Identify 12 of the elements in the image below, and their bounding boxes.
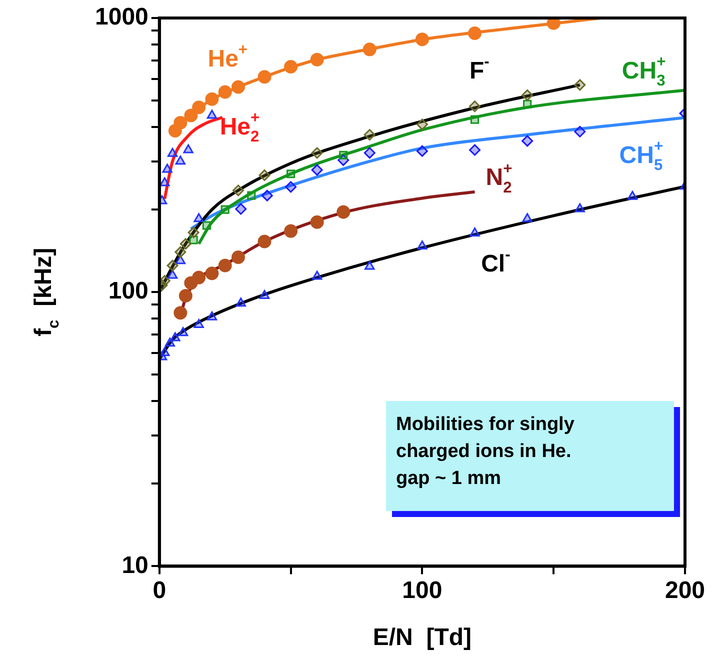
y-axis-title: fc [kHz] bbox=[30, 248, 62, 336]
y-tick-label: 1000 bbox=[95, 4, 148, 31]
y-tick-label: 100 bbox=[108, 278, 148, 305]
series-label: F- bbox=[470, 53, 490, 84]
x-tick-label: 200 bbox=[664, 577, 706, 604]
y-tick-label: 10 bbox=[122, 552, 148, 579]
series-label: Cl- bbox=[481, 246, 510, 278]
x-tick-label: 0 bbox=[152, 577, 166, 604]
series-label: He+ bbox=[208, 41, 248, 72]
annotation: Mobilities for singly charged ions in He. gap ~ 1 mm bbox=[396, 413, 576, 491]
x-axis-title: E/N [Td] bbox=[372, 624, 472, 651]
x-tick-label: 100 bbox=[402, 577, 442, 604]
